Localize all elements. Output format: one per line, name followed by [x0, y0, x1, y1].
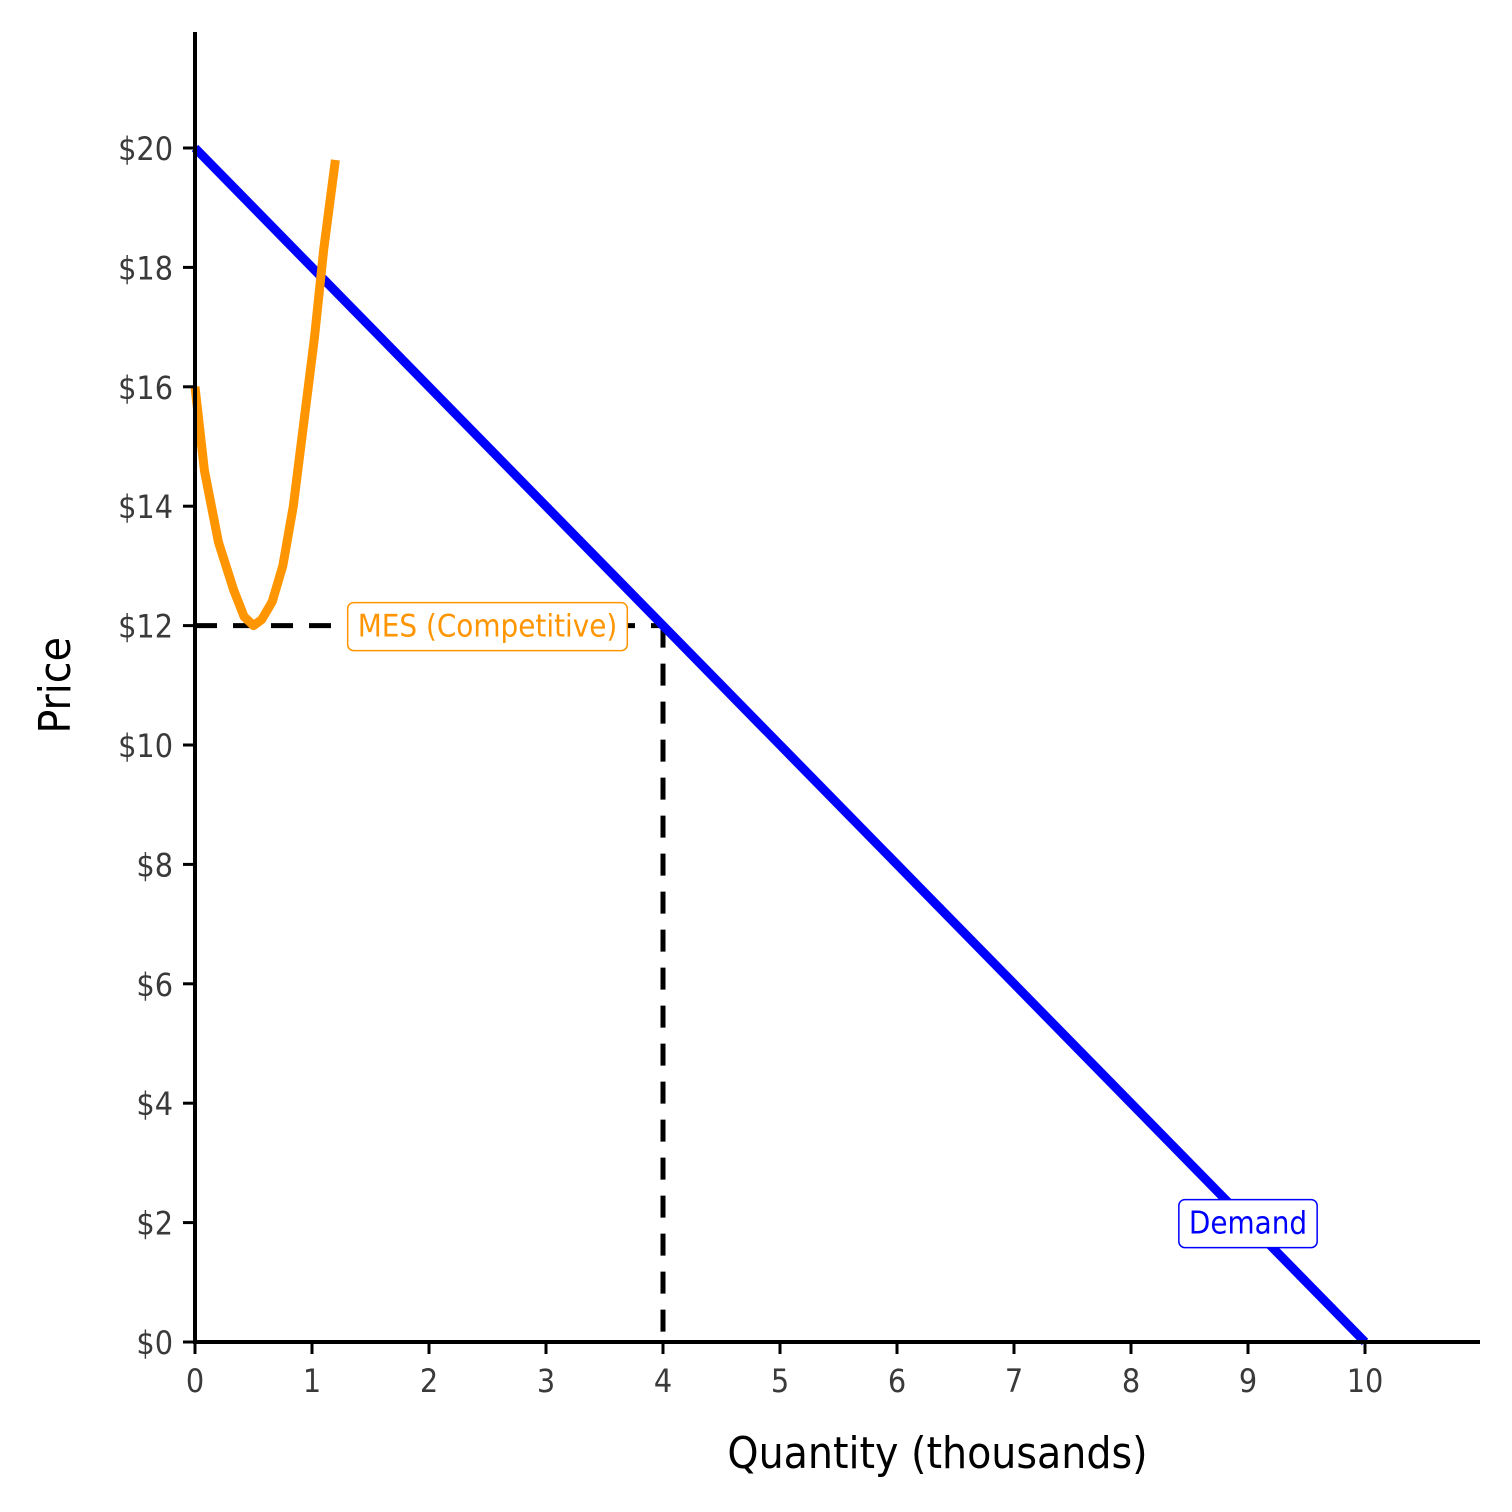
x-tick-label-10: 10	[1347, 1362, 1384, 1400]
x-axis-title: Quantity (thousands)	[727, 1428, 1147, 1479]
x-tick-label-0: 0	[186, 1362, 204, 1400]
x-tick-label-1: 1	[303, 1362, 321, 1400]
x-tick-label-5: 5	[771, 1362, 789, 1400]
y-tick-label-4: $4	[136, 1085, 173, 1123]
annotation-label-mes: MES (Competitive)	[358, 609, 618, 645]
axes-group: 0 1 2 3 4 5 6 7 8 9 10 $0 $2 $4 $6 $8 $10 $12 $14 $16 $18 $20	[118, 32, 1480, 1400]
y-tick-label-10: $10	[118, 727, 173, 765]
x-tick-label-3: 3	[537, 1362, 555, 1400]
annotations-group: MES (Competitive) Demand	[346, 601, 1318, 1249]
x-tick-label-8: 8	[1122, 1362, 1140, 1400]
annotation-box-mes	[346, 601, 629, 652]
x-tick-label-4: 4	[654, 1362, 672, 1400]
annotation-box-demand	[1178, 1198, 1318, 1249]
y-axis-title: Price	[30, 637, 81, 734]
y-tick-label-2: $2	[136, 1205, 173, 1243]
series-line-demand	[191, 144, 1369, 1346]
x-tick-label-9: 9	[1239, 1362, 1257, 1400]
y-tick-label-12: $12	[118, 608, 173, 646]
x-tick-label-2: 2	[420, 1362, 438, 1400]
y-tick-label-14: $14	[118, 488, 173, 526]
y-tick-label-0: $0	[136, 1324, 173, 1362]
y-tick-label-6: $6	[136, 966, 173, 1004]
x-tick-label-7: 7	[1005, 1362, 1023, 1400]
annotation-label-demand: Demand	[1189, 1206, 1307, 1242]
x-tick-label-6: 6	[888, 1362, 906, 1400]
reference-lines	[195, 623, 666, 1342]
y-tick-label-18: $18	[118, 249, 173, 287]
y-tick-label-16: $16	[118, 369, 173, 407]
annotation-mes: MES (Competitive)	[346, 601, 629, 652]
y-tick-label-20: $20	[118, 130, 173, 168]
y-tick-label-8: $8	[136, 846, 173, 884]
series-group	[190, 144, 1369, 1346]
annotation-demand: Demand	[1178, 1198, 1318, 1249]
series-line-atc	[190, 159, 340, 631]
